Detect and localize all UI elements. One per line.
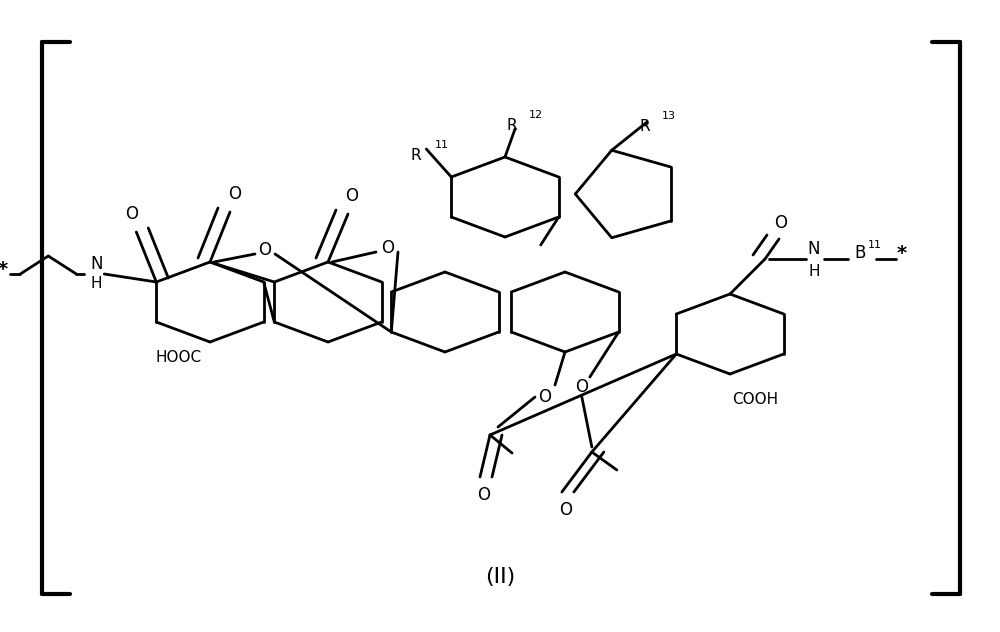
Text: H: H <box>808 264 820 279</box>
Text: O: O <box>125 205 138 223</box>
Text: H: H <box>91 277 102 291</box>
Text: O: O <box>774 214 788 232</box>
Text: 11: 11 <box>435 140 449 150</box>
Text: R: R <box>506 118 517 133</box>
Text: O: O <box>575 378 588 396</box>
Text: R: R <box>639 119 650 134</box>
Text: COOH: COOH <box>732 392 778 407</box>
Text: 12: 12 <box>529 110 543 120</box>
Text: N: N <box>808 240 820 258</box>
Text: O: O <box>478 486 490 504</box>
Text: *: * <box>0 260 7 279</box>
Text: O: O <box>382 239 394 257</box>
Text: 11: 11 <box>868 240 882 250</box>
Text: O: O <box>559 501 572 519</box>
Text: O: O <box>228 185 242 203</box>
Text: 13: 13 <box>662 111 676 121</box>
Text: HOOC: HOOC <box>156 350 202 365</box>
Text: O: O <box>538 388 552 406</box>
Text: O: O <box>258 241 272 259</box>
Text: R: R <box>411 147 421 162</box>
Text: B: B <box>854 244 865 262</box>
Text: (II): (II) <box>485 567 515 587</box>
Text: O: O <box>346 187 358 205</box>
Text: *: * <box>897 243 907 262</box>
Text: N: N <box>90 255 103 273</box>
